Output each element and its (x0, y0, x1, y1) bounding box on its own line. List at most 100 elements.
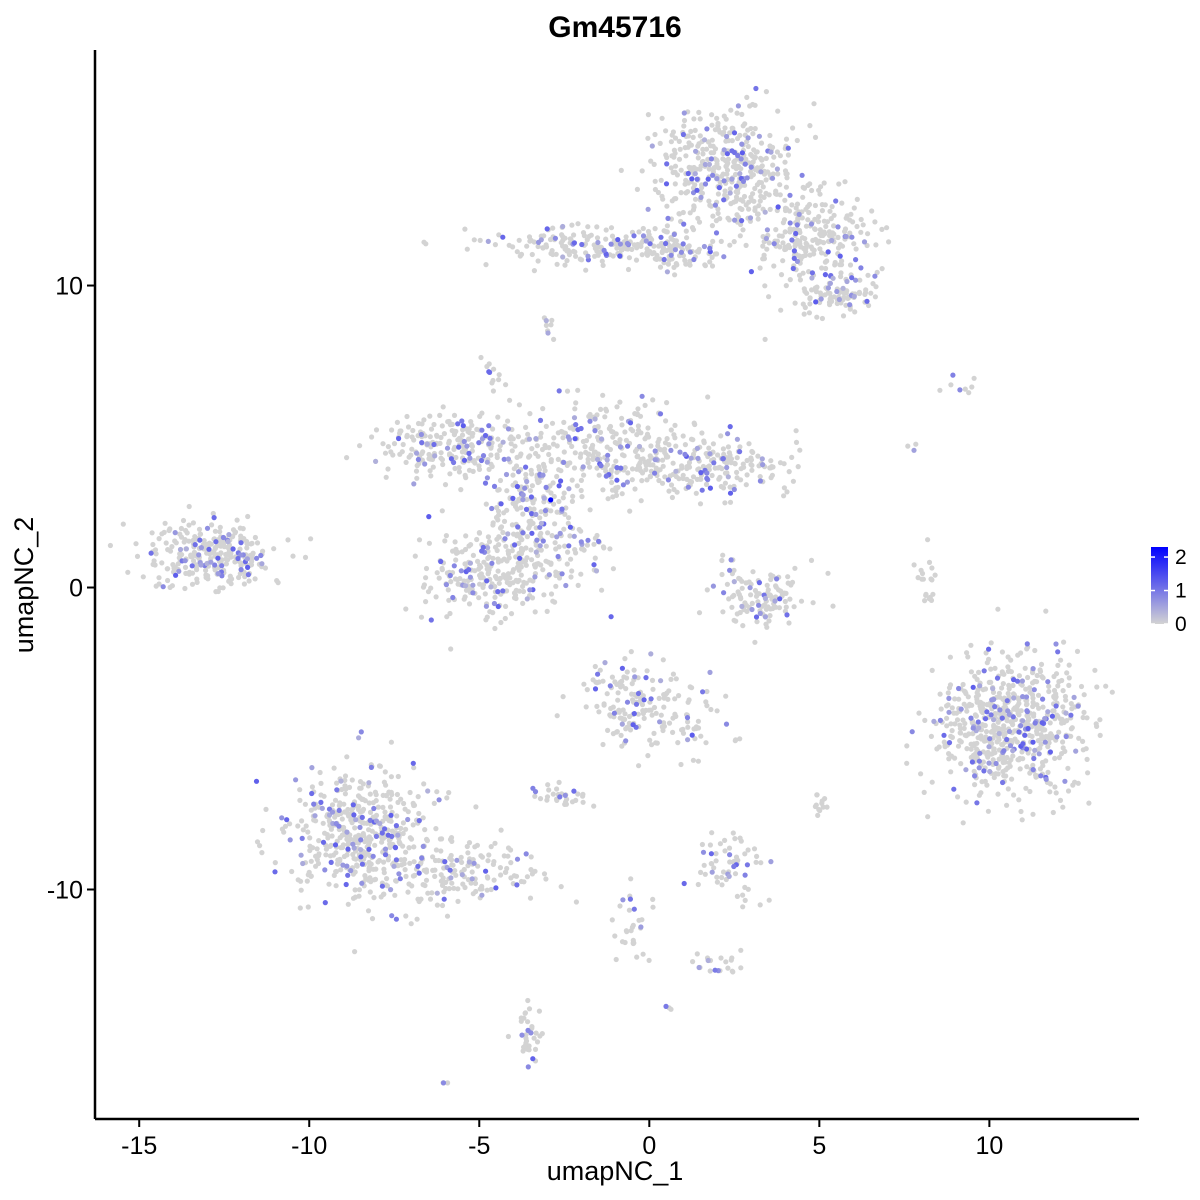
cell-point (775, 171, 781, 177)
cell-point (613, 431, 619, 437)
cell-point (798, 598, 805, 604)
cell-point (665, 261, 672, 267)
cell-point (500, 588, 506, 594)
cell-point (1004, 802, 1010, 808)
cell-point (498, 827, 504, 833)
cell-point (710, 213, 716, 219)
cell-point (495, 589, 501, 595)
cell-point (545, 782, 551, 788)
cell-point (613, 458, 619, 464)
cell-point (738, 197, 744, 203)
cell-point (810, 600, 816, 606)
cell-point (763, 177, 769, 183)
cell-point (1083, 746, 1089, 752)
cell-point (739, 111, 745, 117)
cell-point (626, 907, 633, 913)
cell-point (791, 255, 797, 261)
cell-point (618, 465, 624, 471)
cell-point (992, 665, 998, 671)
cell-point (760, 243, 766, 249)
cell-point (763, 89, 770, 95)
cell-point (775, 108, 781, 114)
cell-point (438, 450, 444, 456)
cell-point (749, 600, 755, 607)
cell-point (755, 216, 761, 222)
cell-point (709, 472, 715, 479)
cell-point (512, 592, 519, 598)
cell-point (700, 151, 706, 157)
cell-point (799, 215, 805, 221)
cell-point (684, 715, 691, 721)
cell-point (768, 465, 774, 471)
cell-point (382, 846, 389, 852)
cell-point (782, 159, 788, 165)
cell-point (298, 852, 304, 858)
cell-point (479, 410, 485, 416)
cell-point (748, 174, 754, 180)
cell-point (990, 686, 996, 692)
cell-point (498, 872, 504, 878)
cell-point (722, 480, 729, 486)
cell-point (1056, 755, 1062, 761)
cell-point (363, 836, 370, 842)
cell-point (851, 293, 857, 300)
cell-point (789, 579, 796, 586)
cell-point (968, 642, 974, 648)
cell-point (309, 765, 315, 771)
cell-point (353, 835, 359, 841)
cell-point (528, 547, 534, 553)
cell-point (753, 859, 759, 865)
cell-point (1034, 672, 1040, 679)
cell-point (560, 694, 566, 700)
cell-point (649, 712, 655, 718)
cell-point (695, 881, 701, 888)
cell-point (501, 556, 507, 562)
cell-point (673, 261, 679, 267)
cell-point (592, 253, 598, 259)
cell-point (645, 228, 652, 235)
cell-point (640, 233, 647, 239)
cell-point (392, 845, 399, 851)
cell-point (782, 205, 789, 211)
cell-point (594, 224, 600, 230)
cell-point (648, 651, 654, 657)
cell-point (518, 545, 525, 552)
cell-point (725, 965, 731, 971)
cell-point (120, 521, 126, 527)
cell-point (1051, 687, 1058, 694)
cell-point (516, 567, 522, 573)
cell-point (1005, 664, 1011, 670)
cell-point (1025, 725, 1031, 732)
cell-point (156, 575, 162, 581)
cell-point (682, 181, 688, 187)
cell-point (423, 867, 429, 873)
cell-point (1046, 688, 1052, 695)
cell-point (466, 601, 473, 607)
cell-point (316, 838, 322, 844)
cell-point (436, 575, 442, 581)
cell-point (410, 873, 416, 879)
cell-point (731, 486, 737, 493)
cell-point (632, 486, 638, 492)
cell-point (619, 665, 626, 671)
cell-point (262, 565, 268, 571)
cell-point (452, 444, 458, 450)
cell-point (428, 585, 434, 591)
cell-point (379, 830, 385, 836)
cell-point (246, 578, 252, 584)
cell-point (833, 198, 839, 204)
cell-point (785, 145, 791, 151)
cell-point (357, 785, 363, 791)
cell-point (762, 336, 768, 342)
cell-point (592, 555, 598, 561)
cell-point (217, 529, 223, 535)
cell-point (500, 439, 506, 445)
cell-point (338, 867, 344, 873)
cell-point (363, 851, 369, 857)
cell-point (450, 594, 456, 601)
cell-point (490, 388, 496, 394)
cell-point (750, 131, 756, 137)
cell-point (748, 151, 754, 158)
cell-point (604, 691, 610, 697)
cell-point (708, 851, 715, 857)
